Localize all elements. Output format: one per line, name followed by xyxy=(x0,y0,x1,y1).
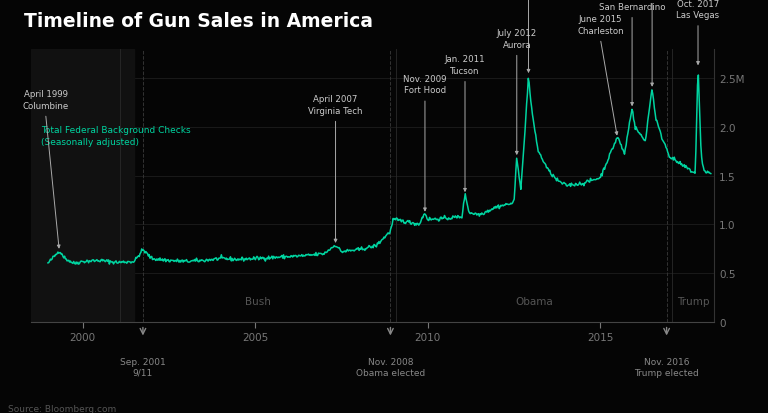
Bar xyxy=(31,50,134,322)
Text: Dec. 2015
San Bernardino: Dec. 2015 San Bernardino xyxy=(599,0,665,12)
Text: Total Federal Background Checks
(Seasonally adjusted): Total Federal Background Checks (Seasona… xyxy=(41,126,190,147)
Text: Nov. 2008
Obama elected: Nov. 2008 Obama elected xyxy=(356,358,425,377)
Text: Sep. 2001
9/11: Sep. 2001 9/11 xyxy=(120,358,166,377)
Text: Bush: Bush xyxy=(245,296,271,306)
Text: Obama: Obama xyxy=(515,296,553,306)
Text: April 2007
Virginia Tech: April 2007 Virginia Tech xyxy=(308,95,362,115)
Text: Nov. 2016
Trump elected: Nov. 2016 Trump elected xyxy=(634,358,699,377)
Text: July 2012
Aurora: July 2012 Aurora xyxy=(497,29,537,50)
Text: Nov. 2009
Fort Hood: Nov. 2009 Fort Hood xyxy=(403,75,447,95)
Text: Jan. 2011
Tucson: Jan. 2011 Tucson xyxy=(445,55,485,76)
Text: Oct. 2017
Las Vegas: Oct. 2017 Las Vegas xyxy=(677,0,720,20)
Text: Source: Bloomberg.com: Source: Bloomberg.com xyxy=(8,404,116,413)
Text: June 2015
Charleston: June 2015 Charleston xyxy=(577,15,624,36)
Text: Trump: Trump xyxy=(677,296,710,306)
Text: April 1999
Columbine: April 1999 Columbine xyxy=(22,90,68,110)
Text: Timeline of Gun Sales in America: Timeline of Gun Sales in America xyxy=(24,12,373,31)
